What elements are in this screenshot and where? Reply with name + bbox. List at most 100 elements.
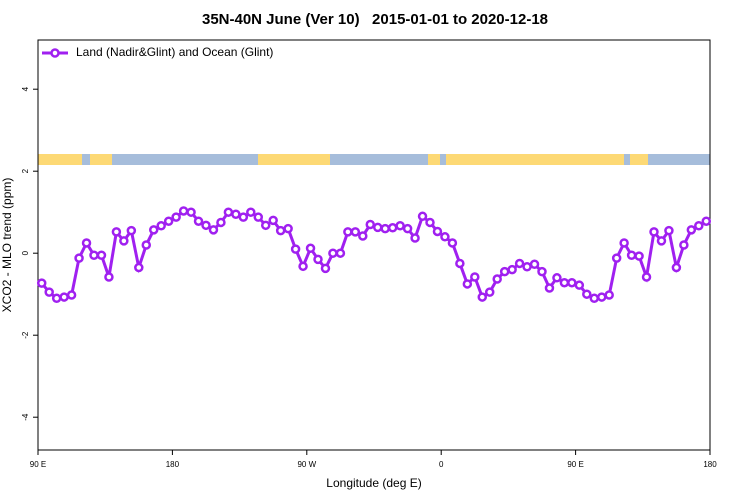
legend-swatch-marker <box>50 48 60 58</box>
data-point <box>410 233 420 243</box>
data-point <box>238 212 249 222</box>
data-point <box>395 220 405 231</box>
x-tick-label: 180 <box>703 460 717 469</box>
land-band <box>428 154 440 165</box>
data-point <box>664 225 674 236</box>
data-point <box>59 292 69 302</box>
data-point <box>119 236 129 246</box>
x-tick-label: 90 E <box>567 460 583 469</box>
data-point <box>365 219 376 230</box>
data-point <box>641 272 652 282</box>
data-point <box>36 278 47 288</box>
y-axis-label: XCO2 - MLO trend (ppm) <box>0 178 14 313</box>
data-point <box>604 290 614 300</box>
data-point <box>514 258 525 269</box>
data-point <box>246 207 256 217</box>
data-point <box>328 248 338 258</box>
data-point <box>193 216 204 226</box>
data-point <box>425 217 435 228</box>
data-point <box>104 272 114 282</box>
data-point <box>567 277 577 288</box>
data-point <box>268 215 278 226</box>
data-point <box>484 287 495 297</box>
data-point <box>552 273 562 283</box>
data-point <box>216 217 226 228</box>
data-point <box>335 248 346 258</box>
y-tick-label: 4 <box>21 86 30 91</box>
y-tick-label: -4 <box>21 413 30 421</box>
data-point <box>402 223 413 234</box>
chart-title: 35N-40N June (Ver 10) 2015-01-01 to 2020… <box>202 11 548 28</box>
data-point <box>559 277 570 288</box>
data-point <box>350 227 361 237</box>
data-point <box>634 251 644 261</box>
data-point <box>163 216 174 226</box>
land-band <box>258 154 330 165</box>
y-tick-label: 2 <box>21 168 30 173</box>
data-point <box>686 225 697 235</box>
data-point <box>671 262 682 273</box>
data-point <box>626 250 637 260</box>
x-tick-label: 90 W <box>297 460 316 469</box>
data-point <box>492 274 502 284</box>
plot-frame <box>37 39 711 451</box>
data-point <box>111 227 122 237</box>
x-tick-label: 90 E <box>30 460 46 469</box>
data-point <box>596 292 607 302</box>
data-point <box>522 261 532 272</box>
ocean-band <box>38 154 710 165</box>
data-point <box>470 272 480 282</box>
x-axis-label: Longitude (deg E) <box>326 476 421 490</box>
data-point <box>589 293 600 304</box>
land-band <box>90 154 112 165</box>
data-point <box>290 244 301 254</box>
data-point <box>223 207 234 217</box>
data-point <box>171 212 181 222</box>
data-point <box>89 250 99 260</box>
data-point <box>201 220 211 231</box>
land-ocean-strip <box>38 154 710 165</box>
x-tick-label: 180 <box>166 460 180 469</box>
data-point <box>507 264 517 275</box>
data-point <box>455 258 465 269</box>
data-point <box>141 240 152 250</box>
data-point <box>387 223 398 233</box>
data-point <box>499 266 510 277</box>
data-point <box>74 253 84 263</box>
data-point <box>656 236 667 246</box>
land-band <box>38 154 82 165</box>
data-point <box>44 287 54 297</box>
data-point <box>574 280 585 290</box>
data-point <box>679 240 689 250</box>
data-point <box>253 212 264 222</box>
data-point <box>298 261 308 272</box>
data-point <box>96 250 107 260</box>
data-point <box>649 227 659 237</box>
data-point <box>462 279 473 289</box>
y-tick-label: 0 <box>21 250 30 255</box>
data-point <box>66 290 77 300</box>
data-point <box>417 211 428 222</box>
data-point <box>694 220 704 231</box>
x-tick-label: 0 <box>439 460 444 469</box>
data-point <box>275 225 286 236</box>
data-point <box>544 283 555 293</box>
data-point <box>372 222 383 233</box>
data-point <box>440 232 450 242</box>
data-point <box>477 292 488 302</box>
data-point <box>537 266 547 277</box>
data-point <box>582 289 592 299</box>
data-point <box>447 238 458 248</box>
data-point <box>260 220 271 231</box>
data-point <box>529 259 540 270</box>
data-point <box>619 238 629 248</box>
data-point <box>134 262 144 273</box>
data-point <box>358 231 368 241</box>
data-point <box>313 254 323 265</box>
data-point <box>320 263 331 274</box>
data-point <box>283 223 293 234</box>
data-point <box>343 227 353 237</box>
data-point <box>178 206 189 216</box>
land-band <box>630 154 648 165</box>
